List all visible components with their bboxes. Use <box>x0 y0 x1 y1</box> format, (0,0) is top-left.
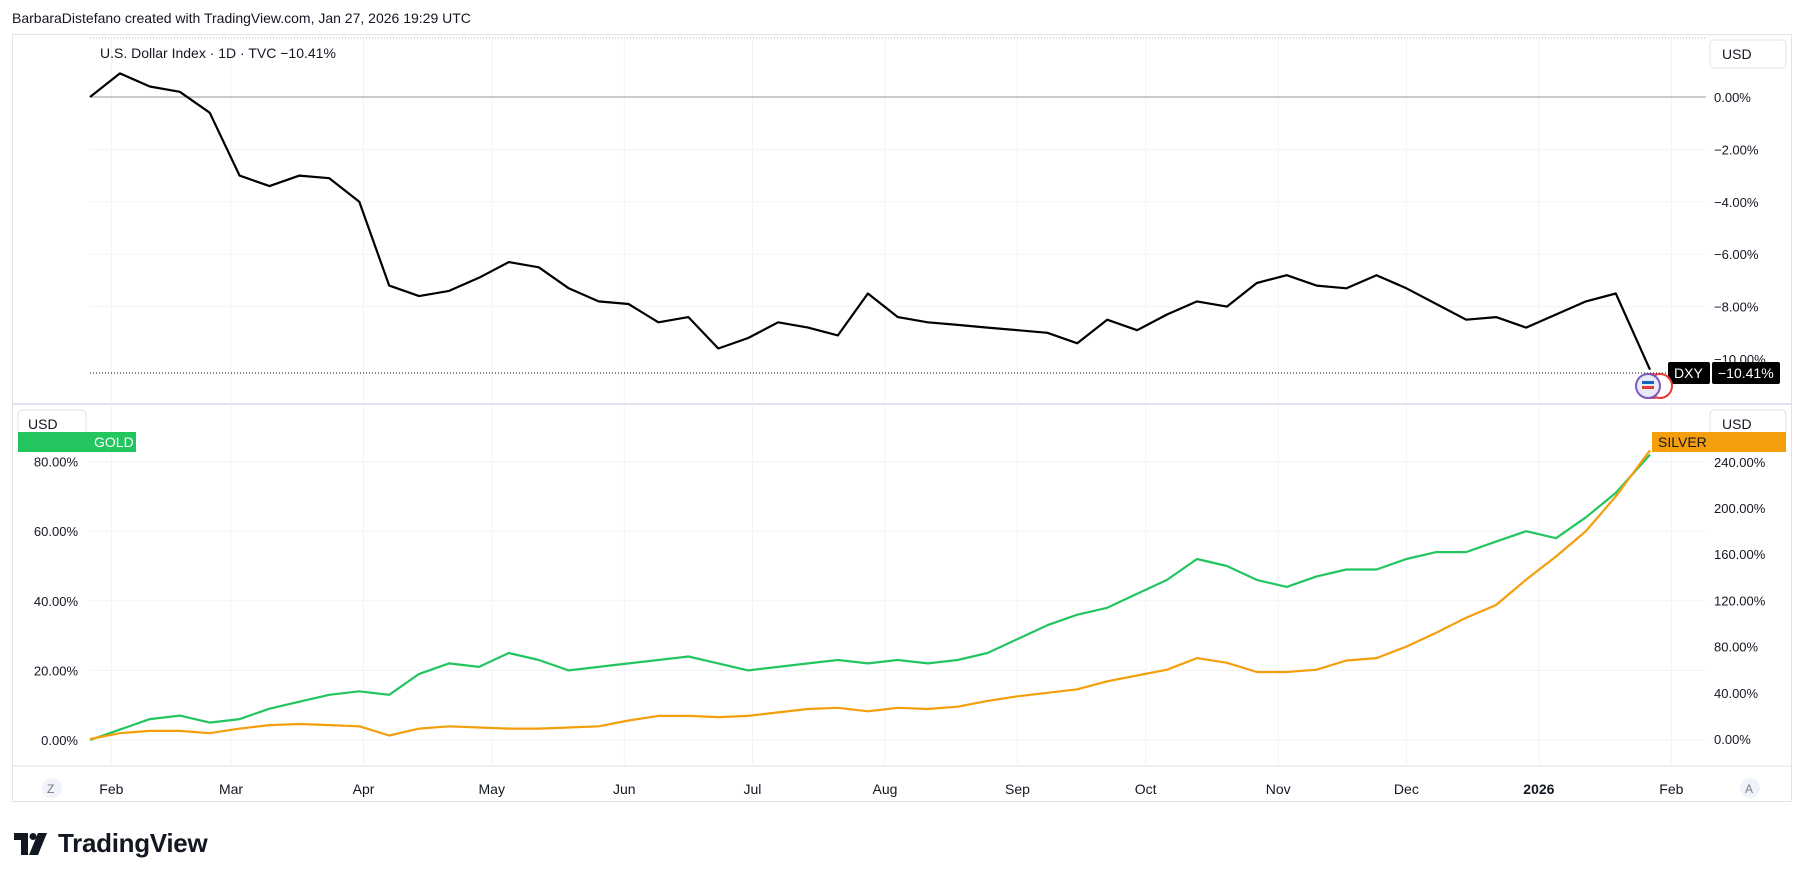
silver-badge-label: SILVER <box>1658 434 1707 450</box>
bottom-right-currency-button[interactable]: USD <box>1709 409 1787 439</box>
dxy-tick-label: −2.00% <box>1714 142 1759 157</box>
dxy-tick-label: 0.00% <box>1714 90 1751 105</box>
time-axis-label: 2026 <box>1523 781 1554 797</box>
time-axis-label: Jun <box>613 781 636 797</box>
time-axis-label: Mar <box>219 781 243 797</box>
dxy-tick-label: −6.00% <box>1714 247 1759 262</box>
dxy-tick-label: −8.00% <box>1714 300 1759 315</box>
time-axis-label: Feb <box>1659 781 1683 797</box>
gold-tick-label: 80.00% <box>34 455 79 470</box>
silver-tick-label: 40.00% <box>1714 686 1759 701</box>
dxy-badge-value: −10.41% <box>1718 365 1774 381</box>
us-flag-stripe <box>1642 386 1654 389</box>
time-axis-label: May <box>479 781 505 797</box>
zoom-button-label: Z <box>47 782 54 796</box>
chart-frame <box>12 34 1792 802</box>
gold-tick-label: 40.00% <box>34 594 79 609</box>
dxy-tick-label: −4.00% <box>1714 195 1759 210</box>
time-axis-label: Nov <box>1266 781 1291 797</box>
silver-tick-label: 160.00% <box>1714 547 1766 562</box>
gold-line[interactable] <box>89 453 1651 742</box>
us-flag-stripe <box>1642 381 1654 384</box>
silver-tick-label: 240.00% <box>1714 455 1766 470</box>
time-axis-label: Aug <box>872 781 897 797</box>
bottom-left-currency-button[interactable]: USD <box>17 409 87 439</box>
silver-tick-label: 200.00% <box>1714 501 1766 516</box>
chart-attribution: BarbaraDistefano created with TradingVie… <box>12 10 471 26</box>
top-pane-legend: U.S. Dollar Index · 1D · TVC −10.41% <box>100 45 336 61</box>
dxy-price-badge: DXY −10.41% <box>1668 362 1780 384</box>
auto-scale-button-label: A <box>1745 782 1753 796</box>
gold-badge: GOLD <box>18 432 136 452</box>
tradingview-logo[interactable]: TradingView <box>14 828 208 859</box>
dxy-line[interactable] <box>89 72 1652 371</box>
silver-price-scale: 240.00% 200.00% 160.00% 120.00% 80.00% 40.00%… <box>1714 455 1766 747</box>
silver-tick-label: 0.00% <box>1714 732 1751 747</box>
time-axis-label: Feb <box>99 781 123 797</box>
auto-scale-button[interactable]: A <box>1740 778 1760 798</box>
gold-tick-label: 0.00% <box>41 733 78 748</box>
top-currency-button[interactable]: USD <box>1709 39 1787 69</box>
time-axis: Feb Mar Apr May Jun Jul Aug Sep Oct Nov Dec 2026 Feb <box>99 781 1683 797</box>
gold-badge-label: GOLD <box>94 434 134 450</box>
top-currency-label: USD <box>1722 46 1752 62</box>
time-axis-label: Jul <box>744 781 762 797</box>
bottom-left-currency-label: USD <box>28 416 58 432</box>
time-axis-label: Sep <box>1005 781 1030 797</box>
dxy-badge-symbol: DXY <box>1674 365 1703 381</box>
tradingview-logo-icon <box>14 832 47 855</box>
silver-tick-label: 80.00% <box>1714 640 1759 655</box>
silver-tick-label: 120.00% <box>1714 593 1766 608</box>
bottom-right-currency-label: USD <box>1722 416 1752 432</box>
gold-tick-label: 20.00% <box>34 663 79 678</box>
time-axis-label: Dec <box>1394 781 1419 797</box>
time-axis-label: Oct <box>1135 781 1157 797</box>
silver-badge: SILVER <box>1652 432 1786 452</box>
chart-grid <box>90 40 1706 764</box>
dxy-price-scale: 0.00%−2.00%−4.00%−6.00%−8.00%−10.00% <box>1714 90 1766 367</box>
silver-line[interactable] <box>89 449 1651 741</box>
currency-event-icons[interactable] <box>1635 373 1673 399</box>
zoom-button[interactable]: Z <box>42 778 62 798</box>
gold-price-scale: 80.00% 60.00% 40.00% 20.00% 0.00% <box>34 455 79 748</box>
time-axis-label: Apr <box>353 781 375 797</box>
gold-tick-label: 60.00% <box>34 524 79 539</box>
tradingview-logo-text: TradingView <box>58 828 208 858</box>
